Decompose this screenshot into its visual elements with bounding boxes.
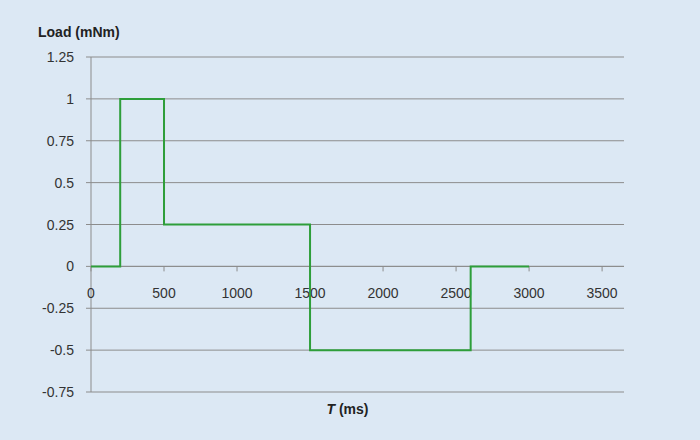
y-tick-label: 0 <box>66 258 74 274</box>
y-tick-label: 0.25 <box>47 217 74 233</box>
y-tick <box>86 350 91 351</box>
y-tick-label: 1 <box>66 91 74 107</box>
y-tick <box>86 182 91 183</box>
grid-line <box>91 182 624 183</box>
data-line <box>91 99 529 350</box>
background <box>0 0 700 440</box>
y-tick-label: 0.75 <box>47 133 74 149</box>
y-tick <box>86 266 91 267</box>
x-tick-label: 0 <box>87 285 95 301</box>
x-tick-label: 1000 <box>221 285 252 301</box>
x-axis <box>91 266 624 267</box>
x-tick-label: 3000 <box>514 285 545 301</box>
y-tick <box>86 57 91 58</box>
x-tick <box>602 266 603 271</box>
plot-area <box>91 99 529 350</box>
x-tick <box>383 266 384 271</box>
x-tick-label: 500 <box>152 285 176 301</box>
x-tick <box>237 266 238 271</box>
x-tick <box>164 266 165 271</box>
grid-line <box>91 140 624 141</box>
y-tick-label: -0.75 <box>42 384 74 400</box>
grid-line <box>91 98 624 99</box>
y-axis <box>91 57 92 392</box>
y-axis-label: Load (mNm) <box>38 24 120 40</box>
y-tick <box>86 308 91 309</box>
y-tick <box>86 140 91 141</box>
x-tick-label: 2500 <box>440 285 471 301</box>
x-tick <box>456 266 457 271</box>
y-tick-label: 1.25 <box>47 49 74 65</box>
grid-line <box>91 308 624 309</box>
x-axis-label: T (ms) <box>326 401 368 417</box>
y-tick <box>86 98 91 99</box>
y-tick-label: 0.5 <box>55 175 75 191</box>
y-tick-label: -0.25 <box>42 300 74 316</box>
y-tick <box>86 224 91 225</box>
grid-line <box>91 57 624 58</box>
x-tick-label: 3500 <box>587 285 618 301</box>
y-tick-label: -0.5 <box>50 342 74 358</box>
grid-line <box>91 266 624 267</box>
chart: -0.75-0.5-0.2500.250.50.7511.25050010001… <box>0 0 700 440</box>
x-tick-label: 2000 <box>367 285 398 301</box>
y-tick <box>86 392 91 393</box>
x-axis-label-unit: (ms) <box>335 401 368 417</box>
grid-line <box>91 392 624 393</box>
